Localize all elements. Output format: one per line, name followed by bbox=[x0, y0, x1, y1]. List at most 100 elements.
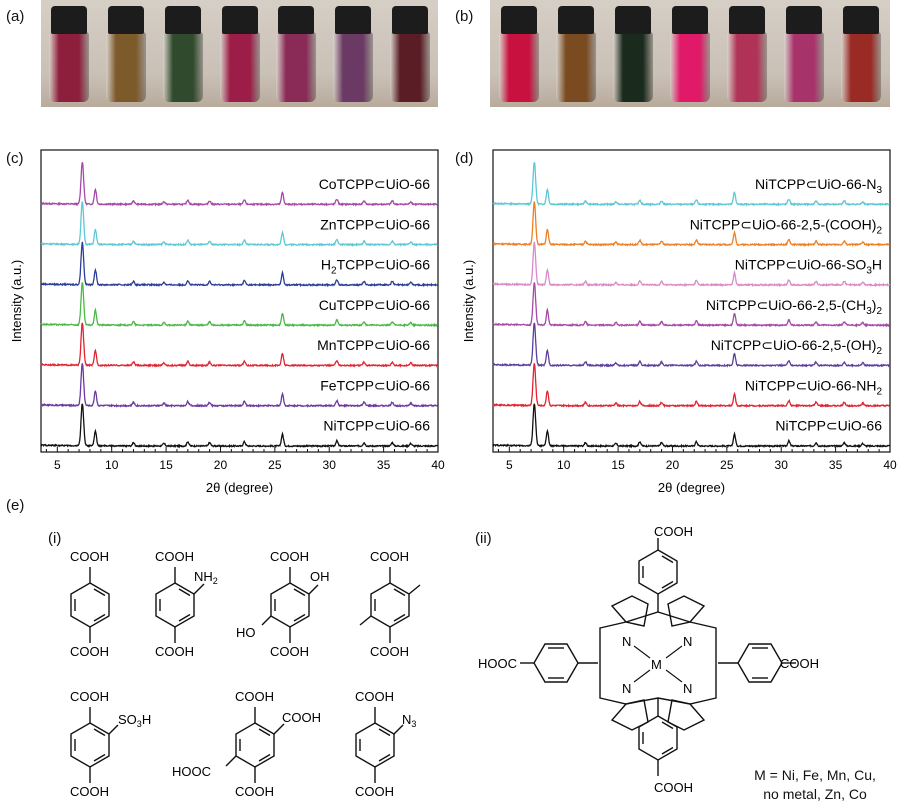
series-label: NiTCPP⊂UiO-66-NH2 bbox=[745, 377, 883, 397]
vial-b-cap bbox=[843, 6, 880, 34]
svg-text:COOH: COOH bbox=[282, 710, 321, 725]
vials-photo-b bbox=[490, 0, 890, 107]
xrd-pattern-line bbox=[40, 282, 438, 328]
vial-b-cap bbox=[786, 6, 823, 34]
xrd-pattern-line bbox=[492, 201, 891, 248]
vial-a-cap bbox=[278, 6, 315, 34]
svg-text:COOH: COOH bbox=[70, 784, 109, 799]
series-label: NiTCPP⊂UiO-66-2,5-(OH)2 bbox=[711, 337, 883, 357]
x-tick-label: 15 bbox=[611, 458, 625, 472]
vial-a-liquid bbox=[106, 32, 147, 102]
x-tick-label: 25 bbox=[720, 458, 734, 472]
svg-text:N: N bbox=[622, 681, 631, 696]
series-label: ZnTCPP⊂UiO-66 bbox=[320, 216, 430, 232]
xrd-pattern-line bbox=[40, 322, 439, 368]
x-tick-label: 40 bbox=[431, 458, 445, 472]
linker-so3h: COOH COOH SO3H bbox=[70, 689, 151, 799]
vial-a-cap bbox=[108, 6, 145, 34]
panel-label-ii: (ii) bbox=[475, 530, 492, 547]
svg-text:COOH: COOH bbox=[155, 549, 194, 564]
linker-cooh2: COOH COOH COOH HOOC bbox=[172, 689, 321, 799]
svg-text:N: N bbox=[622, 634, 631, 649]
svg-text:HOOC: HOOC bbox=[478, 656, 517, 671]
svg-text:N3: N3 bbox=[402, 712, 416, 729]
svg-text:NH2: NH2 bbox=[194, 569, 218, 586]
svg-text:HO: HO bbox=[236, 625, 256, 640]
y-axis-label: Intensity (a.u.) bbox=[461, 260, 476, 342]
vials-photo-a bbox=[41, 0, 438, 107]
xrd-pattern-line bbox=[492, 241, 891, 288]
svg-text:OH: OH bbox=[310, 569, 330, 584]
vial-a-liquid bbox=[219, 32, 260, 102]
vial-a-liquid bbox=[162, 32, 203, 102]
tcpp-structure: COOH COOH HOOC COOH N N N N M bbox=[478, 524, 819, 795]
series-label: MnTCPP⊂UiO-66 bbox=[317, 337, 430, 353]
x-tick-label: 30 bbox=[775, 458, 789, 472]
xrd-charts: 5 10 15 20 25 30 35 40 2θ (degree) Intensity (a.u… bbox=[9, 149, 897, 495]
vial-b-liquid bbox=[498, 32, 539, 102]
svg-text:COOH: COOH bbox=[155, 644, 194, 659]
plot-frame bbox=[492, 149, 891, 453]
svg-text:COOH: COOH bbox=[780, 656, 819, 671]
xrd-pattern-line bbox=[40, 241, 439, 288]
svg-text:COOH: COOH bbox=[270, 549, 309, 564]
vial-b-liquid bbox=[784, 32, 825, 102]
vial-b-cap bbox=[557, 6, 594, 34]
series-label: CoTCPP⊂UiO-66 bbox=[319, 176, 431, 192]
xrd-pattern-line bbox=[492, 162, 891, 207]
svg-text:N: N bbox=[683, 681, 692, 696]
vial-a-cap bbox=[164, 6, 201, 34]
series-label: FeTCPP⊂UiO-66 bbox=[320, 377, 430, 393]
vial-a-liquid bbox=[332, 32, 373, 102]
panel-label-d: (d) bbox=[455, 150, 474, 167]
x-tick-label: 5 bbox=[54, 458, 61, 472]
series-label: CuTCPP⊂UiO-66 bbox=[319, 297, 431, 313]
svg-text:COOH: COOH bbox=[235, 689, 274, 704]
linker-oh: COOH COOH OH HO bbox=[236, 549, 330, 659]
x-tick-label: 25 bbox=[268, 458, 282, 472]
x-tick-label: 10 bbox=[105, 458, 119, 472]
xrd-pattern-line bbox=[40, 363, 439, 409]
x-tick-label: 20 bbox=[666, 458, 680, 472]
svg-text:COOH: COOH bbox=[235, 784, 274, 799]
x-tick-label: 35 bbox=[829, 458, 843, 472]
x-tick-label: 35 bbox=[377, 458, 391, 472]
x-tick-label: 20 bbox=[214, 458, 228, 472]
svg-text:COOH: COOH bbox=[70, 689, 109, 704]
x-tick-label: 15 bbox=[159, 458, 173, 472]
cooh-label: COOH bbox=[70, 549, 109, 564]
svg-text:SO3H: SO3H bbox=[118, 712, 151, 729]
vial-a-liquid bbox=[49, 32, 90, 102]
panel-label-c: (c) bbox=[6, 150, 24, 167]
xrd-chart-c: 5 10 15 20 25 30 35 40 2θ (degree) Intensity (a.u… bbox=[9, 149, 445, 495]
svg-text:M: M bbox=[651, 657, 662, 672]
vial-b-cap bbox=[672, 6, 708, 34]
xrd-pattern-line bbox=[40, 162, 439, 207]
svg-text:COOH: COOH bbox=[355, 784, 394, 799]
series-label: NiTCPP⊂UiO-66-2,5-(COOH)2 bbox=[690, 216, 883, 236]
panel-label-a: (a) bbox=[6, 8, 25, 25]
linker-ch3: COOH COOH bbox=[359, 549, 421, 659]
vial-b-liquid bbox=[841, 32, 882, 102]
xrd-pattern-line bbox=[492, 403, 890, 449]
linker-bdc: COOH COOH bbox=[70, 549, 110, 659]
svg-text:COOH: COOH bbox=[654, 524, 693, 539]
x-axis-label: 2θ (degree) bbox=[206, 480, 273, 495]
xrd-pattern-line bbox=[40, 403, 438, 449]
x-axis-label: 2θ (degree) bbox=[658, 480, 725, 495]
x-tick-label: 40 bbox=[883, 458, 897, 472]
cooh-label: COOH bbox=[70, 644, 109, 659]
svg-text:COOH: COOH bbox=[654, 780, 693, 795]
svg-text:N: N bbox=[683, 634, 692, 649]
series-label: H2TCPP⊂UiO-66 bbox=[321, 257, 430, 277]
x-tick-label: 5 bbox=[506, 458, 513, 472]
svg-text:HOOC: HOOC bbox=[172, 764, 211, 779]
svg-text:COOH: COOH bbox=[370, 549, 409, 564]
linker-nh2: COOH COOH NH2 bbox=[155, 549, 218, 659]
svg-text:COOH: COOH bbox=[370, 644, 409, 659]
panel-label-e: (e) bbox=[6, 497, 25, 514]
vial-a-liquid bbox=[276, 32, 317, 102]
panel-label-b: (b) bbox=[455, 8, 474, 25]
svg-text:COOH: COOH bbox=[355, 689, 394, 704]
